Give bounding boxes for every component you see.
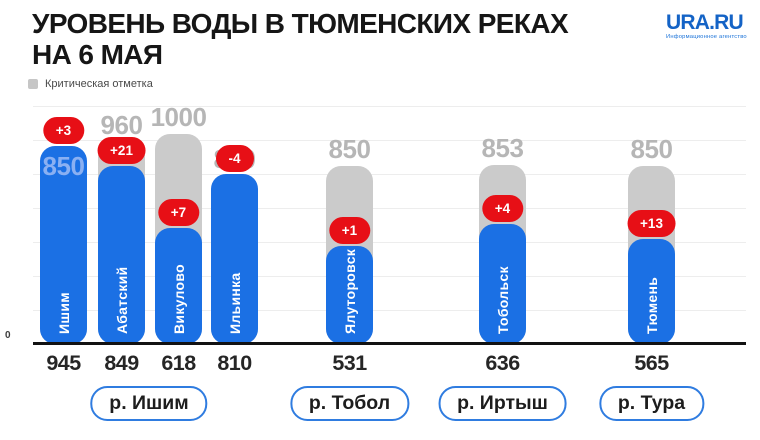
critical-value-label: 960 (100, 110, 143, 141)
ura-ru-logo[interactable]: URA.RU Информационное агентство (666, 11, 747, 41)
water-level-bar: Тюмень (628, 239, 675, 344)
page-title-line1: УРОВЕНЬ ВОДЫ В ТЮМЕНСКИХ РЕКАХ (32, 8, 569, 39)
gridline (33, 310, 746, 311)
station-label: Тюмень (643, 276, 660, 334)
level-value-label: 531 (332, 351, 367, 375)
critical-value-label: 850 (328, 133, 371, 164)
level-value-label: 849 (104, 351, 139, 375)
change-badge: +7 (157, 199, 200, 227)
level-value-label: 810 (217, 351, 252, 375)
legend-label: Критическая отметка (45, 78, 153, 90)
water-level-bar: Ильинка (211, 173, 258, 344)
station-label: Ишим (55, 292, 72, 334)
critical-value-label: 850 (630, 133, 673, 164)
change-badge: +4 (481, 195, 524, 223)
page-title-line2: НА 6 МАЯ (32, 39, 163, 70)
change-badge: +13 (627, 210, 676, 238)
change-badge: +3 (42, 116, 85, 144)
level-value-label: 565 (634, 351, 669, 375)
change-badge: +1 (328, 217, 371, 245)
gridline (33, 140, 746, 141)
station-label: Викулово (170, 264, 187, 334)
critical-value-label: 853 (481, 132, 524, 163)
ura-ru-logo-wordmark[interactable]: URA.RU (666, 11, 744, 34)
legend: Критическая отметка (28, 78, 153, 90)
level-value-label: 636 (485, 351, 520, 375)
ura-ru-logo-tagline: Информационное агентство (666, 34, 747, 40)
station-label: Ялуторовск (341, 248, 358, 334)
water-level-bar: Ишим (40, 145, 87, 344)
river-group-pill: р. Иртыш (438, 386, 567, 421)
level-value-label: 945 (46, 351, 81, 375)
river-group-pill: р. Тобол (289, 386, 410, 421)
station-label: Абатский (113, 266, 130, 334)
x-axis-line (33, 342, 746, 345)
page-title: УРОВЕНЬ ВОДЫ В ТЮМЕНСКИХ РЕКАХ НА 6 МАЯ (32, 8, 569, 70)
gridline (33, 174, 746, 175)
water-level-bar: Викулово (155, 228, 202, 344)
water-level-bar: Абатский (98, 165, 145, 344)
station-label: Тобольск (494, 266, 511, 334)
change-badge: +21 (97, 136, 146, 164)
river-group-pill: р. Тура (598, 386, 705, 421)
level-value-label: 618 (161, 351, 196, 375)
change-badge: -4 (215, 144, 254, 172)
gridline (33, 208, 746, 209)
water-level-bar: Тобольск (479, 224, 526, 344)
critical-value-label: 1000 (150, 102, 207, 132)
critical-mark-swatch-icon (28, 79, 38, 89)
station-label: Ильинка (226, 272, 243, 334)
critical-value-label: 850 (42, 150, 85, 181)
water-level-bar: Ялуторовск (326, 246, 373, 344)
gridline (33, 276, 746, 277)
y-axis-zero-label: 0 (5, 330, 11, 341)
gridline (33, 106, 746, 107)
gridline (33, 242, 746, 243)
river-group-pill: р. Ишим (90, 386, 208, 421)
